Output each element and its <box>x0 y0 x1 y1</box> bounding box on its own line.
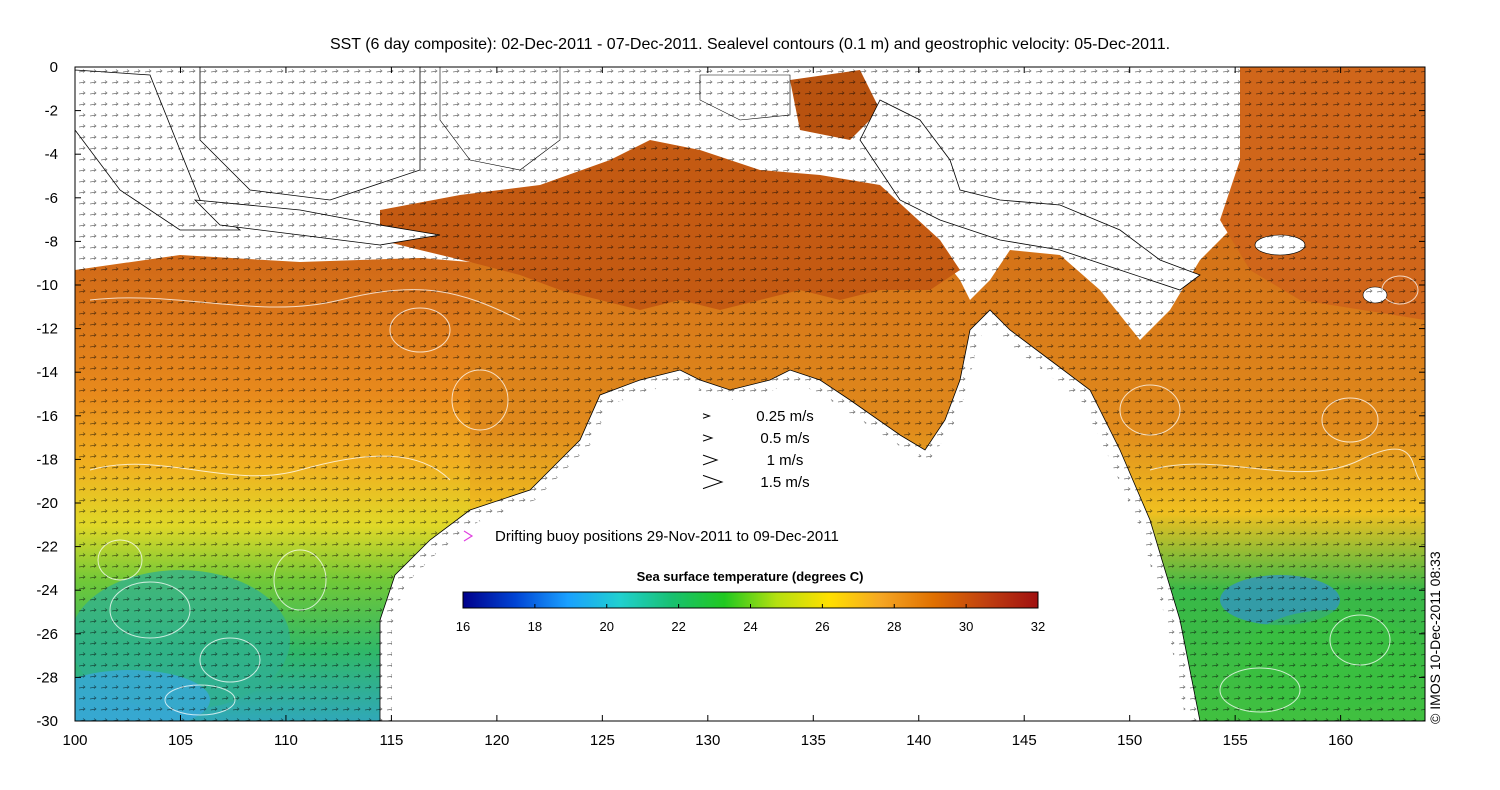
velocity-legend-label: 1 m/s <box>767 452 804 469</box>
colorbar-ticks: 16 18 20 22 24 26 28 30 32 <box>456 604 1045 634</box>
y-tick-label: -20 <box>36 495 58 512</box>
x-axis: 100 105 110 115 120 125 130 135 140 145 150 155 160 <box>62 67 1353 749</box>
imos-watermark: © IMOS 10-Dec-2011 08:33 <box>1427 551 1443 724</box>
y-tick-label: -30 <box>36 713 58 730</box>
velocity-legend-label: 0.25 m/s <box>756 408 814 425</box>
velocity-legend-label: 1.5 m/s <box>760 474 809 491</box>
x-tick-label: 135 <box>801 732 826 749</box>
y-tick-label: -12 <box>36 321 58 338</box>
map-title: SST (6 day composite): 02-Dec-2011 - 07-… <box>329 36 1171 53</box>
x-tick-label: 125 <box>590 732 615 749</box>
y-tick-label: -14 <box>36 364 58 381</box>
velocity-arrow-icon <box>702 413 712 419</box>
colorbar-tick-label: 20 <box>600 619 614 634</box>
colorbar-tick-label: 16 <box>456 619 470 634</box>
velocity-legend-label: 0.5 m/s <box>760 430 809 447</box>
y-tick-label: -4 <box>45 146 58 163</box>
colorbar-tick-label: 28 <box>887 619 901 634</box>
buoy-marker-icon <box>463 530 474 542</box>
colorbar-tick-label: 32 <box>1031 619 1045 634</box>
velocity-arrow-icon <box>702 434 714 442</box>
y-tick-label: -8 <box>45 233 58 250</box>
y-tick-label: -22 <box>36 539 58 556</box>
y-tick-label: -18 <box>36 451 58 468</box>
colorbar-tick-label: 22 <box>671 619 685 634</box>
y-tick-label: -24 <box>36 582 58 599</box>
plot-frame <box>74 66 1426 722</box>
colorbar-tick-label: 30 <box>959 619 973 634</box>
velocity-arrow-icon <box>702 454 719 466</box>
buoy-legend-label: Drifting buoy positions 29-Nov-2011 to 0… <box>495 528 839 545</box>
x-tick-label: 140 <box>906 732 931 749</box>
velocity-arrow-icon <box>702 474 724 490</box>
velocity-legend: 0.25 m/s 0.5 m/s 1 m/s 1.5 m/s <box>702 408 814 491</box>
x-tick-label: 130 <box>695 732 720 749</box>
x-tick-label: 105 <box>168 732 193 749</box>
y-axis: 0 -2 -4 -6 -8 -10 -12 -14 -16 -18 -20 -22 -24 -26 -28 -… <box>36 59 1425 730</box>
y-tick-label: -28 <box>36 669 58 686</box>
x-tick-label: 150 <box>1117 732 1142 749</box>
colorbar-tick-label: 18 <box>528 619 542 634</box>
buoy-legend: Drifting buoy positions 29-Nov-2011 to 0… <box>463 528 839 545</box>
x-tick-label: 100 <box>62 732 87 749</box>
x-tick-label: 120 <box>484 732 509 749</box>
colorbar: Sea surface temperature (degrees C) 16 18… <box>456 569 1045 634</box>
x-tick-label: 155 <box>1223 732 1248 749</box>
y-tick-label: -16 <box>36 408 58 425</box>
y-tick-label: 0 <box>50 59 58 76</box>
y-tick-label: -6 <box>45 190 58 207</box>
x-tick-label: 160 <box>1328 732 1353 749</box>
y-tick-label: -2 <box>45 103 58 120</box>
y-tick-label: -26 <box>36 626 58 643</box>
x-tick-label: 110 <box>274 732 298 749</box>
x-tick-label: 145 <box>1012 732 1037 749</box>
sealevel-contours <box>89 275 1421 716</box>
colorbar-title: Sea surface temperature (degrees C) <box>637 569 864 584</box>
map-plot-area <box>75 67 1425 721</box>
x-tick-label: 115 <box>379 732 403 749</box>
y-tick-label: -10 <box>36 277 58 294</box>
colorbar-tick-label: 24 <box>743 619 757 634</box>
colorbar-tick-label: 26 <box>815 619 829 634</box>
